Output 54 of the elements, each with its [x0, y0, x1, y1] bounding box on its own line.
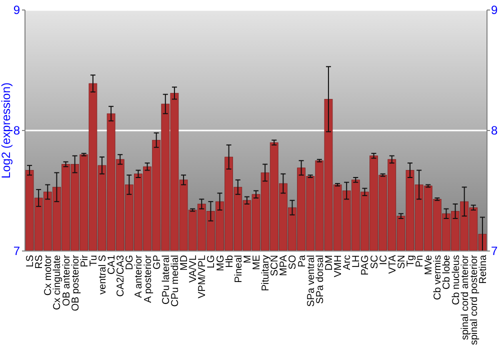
x-tick-label: SN [396, 255, 408, 269]
x-tick-label: OB posterior [70, 254, 82, 312]
x-tick-label: ventral S [98, 254, 108, 294]
x-tick-label: VMH [333, 255, 344, 278]
x-tick-label: spinal cord posterior [468, 254, 480, 346]
x-tick-label: LG [206, 254, 218, 268]
x-tick-label: SPa dorsal [314, 255, 326, 304]
x-tick-label: SCN [270, 255, 281, 276]
x-tick-label: RS [34, 254, 46, 269]
x-tick-label: A anterior [134, 254, 145, 298]
x-tick-label: spinal cord anterior [460, 254, 471, 340]
x-tick-label: SC [369, 255, 380, 269]
x-tick-label: MVe [424, 254, 435, 276]
x-tick-label: VTA [387, 254, 398, 274]
x-tick-label: Tg [406, 255, 416, 267]
y-tick-label: 9 [13, 3, 20, 18]
x-tick-label: DM [324, 255, 335, 271]
y-tick-label: 7 [13, 244, 20, 258]
x-tick-label: SPa ventral [306, 255, 317, 307]
y2-tick-label: 7 [491, 244, 498, 258]
x-tick-label: M [242, 255, 254, 264]
x-tick-label: Cx cingulate [52, 254, 64, 310]
x-tick-label: LH [351, 255, 362, 268]
x-tick-label: CPu lateral [160, 255, 172, 304]
y-tick-label: 8 [13, 124, 20, 138]
x-tick-label: LS [25, 254, 36, 268]
x-tick-label: Pituitary [260, 255, 272, 292]
x-tick-label: Pn [414, 255, 426, 268]
x-tick-label: CA1 [106, 254, 118, 274]
x-tick-label: Pa [296, 254, 308, 268]
x-tick-label: CPu medial [170, 255, 181, 307]
x-tick-label: Hb [224, 254, 236, 268]
x-tick-label: SO [288, 254, 299, 270]
x-tick-label: CA2/CA3 [116, 254, 127, 297]
x-tick-label: Pir [79, 254, 90, 268]
x-tick-label: Cb nucleus [450, 255, 462, 306]
x-tick-label: VPM/VPL [197, 254, 208, 298]
x-tick-label: Cb lobe [442, 254, 453, 290]
x-tick-label: PAG [360, 254, 372, 276]
x-tick-label: IC [378, 255, 390, 265]
x-tick-label: ME [252, 254, 262, 270]
x-tick-label: A posterior [142, 254, 154, 303]
x-tick-label: Arc [342, 255, 354, 270]
x-tick-label: DG [124, 254, 136, 270]
x-tick-label: Tu [88, 255, 100, 266]
x-tick-label: Pineal [233, 255, 244, 283]
x-tick-label: MG [215, 254, 226, 272]
y-axis-title: Log2 (expression) [0, 82, 13, 179]
y2-tick-label: 9 [491, 3, 498, 18]
x-tick-label: OB anterior [61, 254, 72, 306]
x-tick-label: GP [152, 254, 163, 270]
y2-tick-label: 8 [491, 124, 498, 138]
x-tick-label: Retina [478, 254, 489, 284]
x-tick-label: MPA [278, 254, 290, 276]
